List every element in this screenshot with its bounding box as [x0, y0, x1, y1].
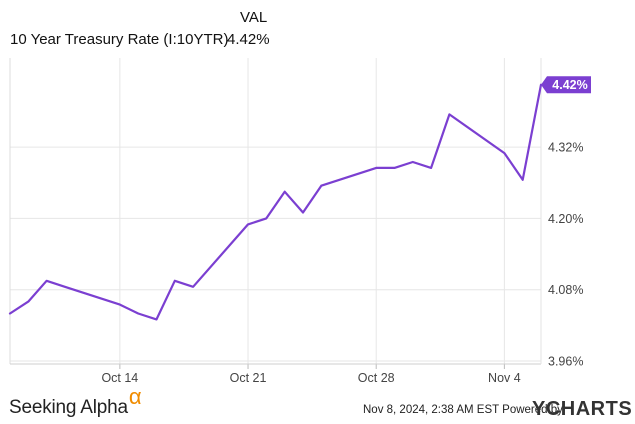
y-gridlines: [10, 146, 541, 362]
x-tick-label: Oct 21: [230, 371, 267, 385]
y-tick-label: 4.32%: [548, 141, 583, 155]
last-value-badge-shape: [541, 76, 591, 94]
y-tick-label: 4.20%: [548, 212, 583, 226]
legend-series-name: 10 Year Treasury Rate (I:10YTR): [10, 31, 229, 48]
x-tick-label: Nov 4: [488, 371, 521, 385]
x-gridlines: [119, 58, 505, 369]
y-tick-label: 4.08%: [548, 283, 583, 297]
last-value-badge: 4.42%: [541, 76, 591, 94]
last-value-badge-text: 4.42%: [552, 78, 587, 92]
footer-timestamp: Nov 8, 2024, 2:38 AM EST Powered by: [363, 404, 563, 416]
legend-column-header: VAL: [240, 9, 268, 26]
seeking-alpha-logo: Seeking Alphaα: [9, 384, 142, 419]
x-tick-label: Oct 14: [101, 371, 138, 385]
ycharts-logo: YCHARTS: [532, 398, 633, 420]
x-tick-label: Oct 28: [358, 371, 395, 385]
series-layer: [8, 83, 543, 321]
alpha-symbol: α: [128, 384, 142, 409]
y-tick-labels: 3.96% 4.08% 4.20% 4.32%: [548, 141, 583, 369]
x-tick-labels: Oct 14 Oct 21 Oct 28 Nov 4: [101, 371, 520, 385]
legend-series-value: 4.42%: [227, 31, 270, 48]
series-line: [8, 83, 543, 321]
brand-name: Seeking Alpha: [9, 397, 128, 418]
y-tick-label: 3.96%: [548, 355, 583, 369]
